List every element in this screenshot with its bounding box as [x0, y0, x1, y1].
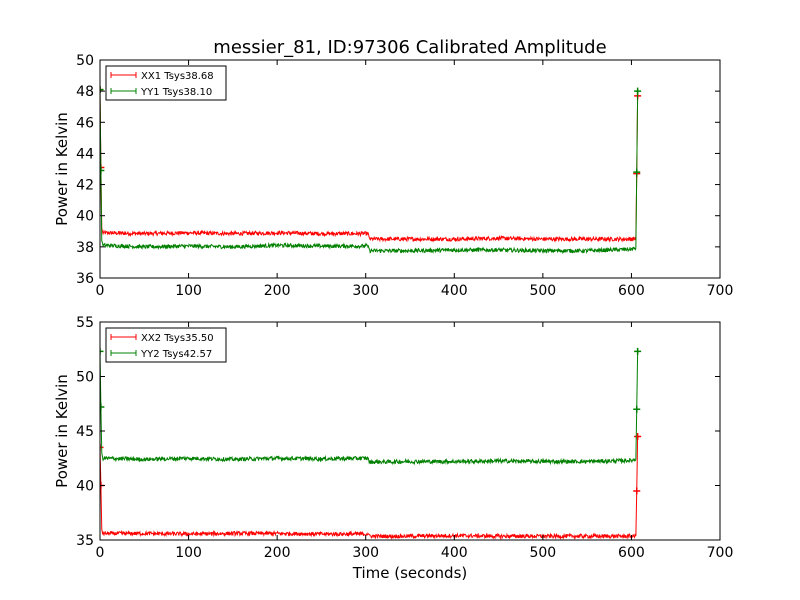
- y-axis-label: Power in Kelvin: [53, 112, 71, 226]
- x-tick-label: 700: [707, 283, 734, 299]
- legend-box: [105, 327, 227, 363]
- series-line: [100, 89, 639, 243]
- x-tick-label: 100: [175, 283, 202, 299]
- y-tick-label: 42: [76, 178, 94, 194]
- x-axis-label: Time (seconds): [352, 564, 468, 582]
- y-axis-label: Power in Kelvin: [53, 374, 71, 488]
- data-point-marker: [100, 443, 104, 451]
- y-tick-label: 45: [76, 424, 94, 440]
- legend-label: XX1 Tsys38.68: [141, 71, 214, 82]
- y-tick-label: 48: [76, 84, 94, 100]
- series-line: [100, 89, 639, 255]
- chart-title: messier_81, ID:97306 Calibrated Amplitud…: [213, 37, 606, 58]
- x-tick-label: 600: [618, 283, 645, 299]
- x-tick-label: 500: [529, 545, 556, 561]
- data-point-marker: [100, 347, 104, 355]
- legend: XX1 Tsys38.68 YY1 Tsys38.10: [105, 65, 227, 101]
- x-tick-label: 300: [352, 545, 379, 561]
- data-point-marker: [100, 403, 105, 411]
- series-2-1: [100, 432, 642, 540]
- y-tick-label: 38: [76, 240, 94, 256]
- series-line: [100, 351, 639, 466]
- y-tick-label: 44: [76, 146, 94, 162]
- series-1-2: [100, 86, 642, 255]
- x-tick-label: 200: [264, 283, 291, 299]
- legend-marker: [110, 72, 137, 78]
- x-tick-label: 0: [96, 283, 105, 299]
- y-tick-label: 40: [76, 479, 94, 495]
- series-1-1: [100, 86, 642, 243]
- legend-label: YY1 Tsys38.10: [140, 87, 212, 98]
- data-point-marker: [633, 487, 641, 495]
- data-point-marker: [634, 432, 642, 440]
- legend-label: XX2 Tsys35.50: [141, 333, 214, 344]
- x-tick-label: 600: [618, 545, 645, 561]
- y-tick-label: 46: [76, 115, 94, 131]
- x-tick-label: 300: [352, 283, 379, 299]
- x-tick-label: 400: [441, 545, 468, 561]
- y-tick-label: 40: [76, 209, 94, 225]
- series-line: [100, 436, 639, 540]
- series-2-2: [100, 347, 642, 466]
- subplot-2: 0 100 200 300 400 500 600 700 35 40 45 50 55 Power in…: [53, 315, 733, 561]
- legend-marker: [110, 88, 137, 94]
- data-point-marker: [100, 86, 104, 94]
- legend-marker: [110, 350, 137, 356]
- data-point-marker: [633, 168, 641, 176]
- x-tick-label: 200: [264, 545, 291, 561]
- x-tick-label: 400: [441, 283, 468, 299]
- y-tick-label: 35: [76, 533, 94, 549]
- x-tick-label: 0: [96, 545, 105, 561]
- subplots: 0 100 200 300 400 500 600 7003638404244464850Po…: [53, 53, 733, 561]
- subplot-1: 0 100 200 300 400 500 600 700 36 38 40 42 44 46 48 50 Po…: [53, 53, 733, 299]
- data-point-marker: [100, 167, 105, 175]
- y-tick-label: 50: [76, 53, 94, 69]
- y-tick-label: 50: [76, 370, 94, 386]
- y-tick-label: 36: [76, 271, 94, 287]
- axes-frame: [99, 59, 721, 279]
- legend-label: YY2 Tsys42.57: [140, 349, 212, 360]
- x-tick-label: 500: [529, 283, 556, 299]
- data-point-marker: [634, 87, 642, 95]
- legend: XX2 Tsys35.50 YY2 Tsys42.57: [105, 327, 227, 363]
- legend-box: [105, 65, 227, 101]
- data-point-marker: [634, 347, 642, 355]
- data-point-marker: [633, 405, 641, 413]
- x-tick-label: 100: [175, 545, 202, 561]
- x-tick-label: 700: [707, 545, 734, 561]
- legend-marker: [110, 334, 137, 340]
- y-tick-label: 55: [76, 315, 94, 331]
